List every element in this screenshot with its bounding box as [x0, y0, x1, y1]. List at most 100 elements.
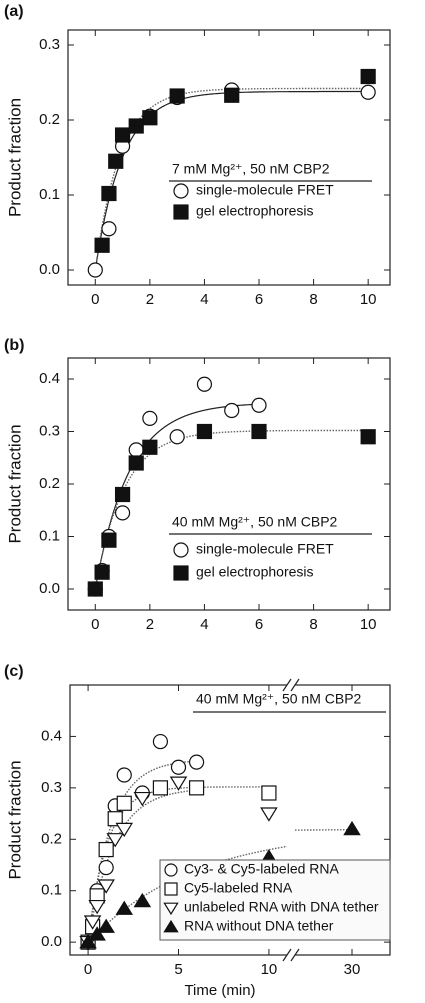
- marker-square: [94, 237, 110, 253]
- marker-square: [101, 532, 117, 548]
- marker-square: [114, 127, 131, 143]
- y-axis-label: Product fraction: [5, 98, 24, 217]
- legend-label: unlabeled RNA with DNA tether: [184, 899, 379, 915]
- y-tick-label: 0.0: [39, 580, 60, 597]
- legend-label: Cy5-labeled RNA: [184, 880, 293, 896]
- marker-square: [169, 88, 185, 104]
- marker-circle: [152, 733, 169, 750]
- marker-circle: [101, 221, 117, 237]
- y-tick-label: 0.3: [39, 422, 60, 439]
- legend-title: 40 mM Mg²⁺, 50 nM CBP2: [196, 691, 362, 707]
- fit-curve: [87, 789, 197, 943]
- marker-square: [261, 785, 277, 801]
- y-axis-label: Product fraction: [5, 760, 24, 879]
- y-tick-label: 0.3: [41, 779, 62, 796]
- marker-square: [196, 423, 213, 440]
- marker-square: [107, 811, 123, 827]
- legend-title: 40 mM Mg²⁺, 50 nM CBP2: [172, 514, 338, 530]
- legend-label: RNA without DNA tether: [184, 918, 334, 934]
- legend-title: 7 mM Mg²⁺, 50 nM CBP2: [172, 161, 330, 177]
- marker-square: [128, 118, 144, 134]
- marker-circle: [98, 859, 114, 876]
- y-tick-label: 0.3: [39, 36, 60, 53]
- marker-circle: [224, 402, 240, 419]
- marker-square: [188, 780, 205, 796]
- marker-circle: [114, 505, 131, 521]
- marker-circle: [173, 542, 189, 558]
- x-tick-label: 10: [360, 616, 377, 633]
- marker-triangle-down: [169, 776, 188, 791]
- marker-triangle-up: [133, 892, 152, 908]
- x-tick-label: 5: [174, 961, 182, 978]
- marker-circle: [142, 410, 158, 426]
- marker-triangle-down: [260, 807, 278, 822]
- marker-square: [142, 439, 158, 455]
- fit-curve: [87, 760, 197, 943]
- marker-circle: [196, 376, 213, 392]
- y-tick-label: 0.2: [41, 830, 62, 847]
- marker-triangle-down: [163, 902, 179, 916]
- marker-square: [116, 795, 132, 811]
- marker-square: [224, 87, 240, 103]
- marker-square: [108, 153, 124, 169]
- fit-curve: [94, 87, 369, 271]
- y-axis-label: Product fraction: [5, 424, 24, 543]
- marker-square: [164, 882, 178, 896]
- x-tick-label: 0: [91, 616, 99, 633]
- x-tick-label: 4: [200, 616, 208, 633]
- marker-square: [173, 565, 189, 581]
- marker-circle: [164, 863, 178, 877]
- axis-break-gap: [287, 953, 295, 957]
- legend-label: single-molecule FRET: [196, 541, 334, 557]
- x-axis-label: Time (min): [184, 982, 255, 999]
- marker-circle: [170, 759, 187, 775]
- legend-label: gel electrophoresis: [196, 203, 314, 219]
- marker-circle: [360, 84, 376, 100]
- marker-triangle-down: [97, 879, 115, 894]
- fit-curve: [87, 829, 352, 943]
- marker-triangle-up: [163, 919, 179, 933]
- x-tick-label: 8: [309, 616, 317, 633]
- marker-circle: [87, 262, 103, 278]
- marker-square: [173, 204, 189, 220]
- marker-circle: [188, 754, 205, 770]
- marker-square: [98, 841, 114, 858]
- marker-square: [251, 423, 267, 440]
- marker-triangle-down: [115, 822, 134, 838]
- marker-square: [128, 455, 144, 471]
- marker-square: [360, 429, 376, 445]
- panel-label: (c): [4, 663, 24, 680]
- legend-box: [159, 859, 391, 941]
- marker-triangle-down: [106, 833, 124, 848]
- marker-circle: [128, 442, 144, 458]
- marker-square: [114, 486, 131, 503]
- x-tick-label: 0: [84, 961, 92, 978]
- marker-square: [87, 581, 103, 597]
- axis-break-mark: [282, 678, 292, 692]
- marker-circle: [116, 767, 132, 783]
- marker-triangle-down: [88, 899, 106, 915]
- marker-circle: [251, 397, 267, 413]
- x-tick-label: 0: [91, 291, 99, 308]
- marker-triangle-up: [343, 820, 361, 836]
- marker-square: [152, 780, 169, 796]
- axis-break-mark: [290, 678, 300, 692]
- y-tick-label: 0.2: [39, 475, 60, 492]
- axis-break-gap: [287, 683, 295, 687]
- marker-square: [101, 185, 117, 202]
- marker-square: [94, 564, 110, 580]
- x-tick-label: 2: [146, 616, 154, 633]
- legend-label: Cy3- & Cy5-labeled RNA: [184, 861, 339, 877]
- x-tick-label: 6: [255, 616, 263, 633]
- axis-break-mark: [282, 948, 292, 962]
- marker-triangle-up: [97, 918, 115, 933]
- y-tick-label: 0.2: [39, 111, 60, 128]
- legend-label: single-molecule FRET: [196, 182, 334, 198]
- marker-square: [360, 68, 376, 85]
- x-tick-label: 2: [146, 291, 154, 308]
- marker-triangle-down: [133, 791, 152, 807]
- y-tick-label: 0.0: [39, 261, 60, 278]
- panel-label: (b): [4, 337, 24, 354]
- marker-triangle-down: [83, 915, 102, 930]
